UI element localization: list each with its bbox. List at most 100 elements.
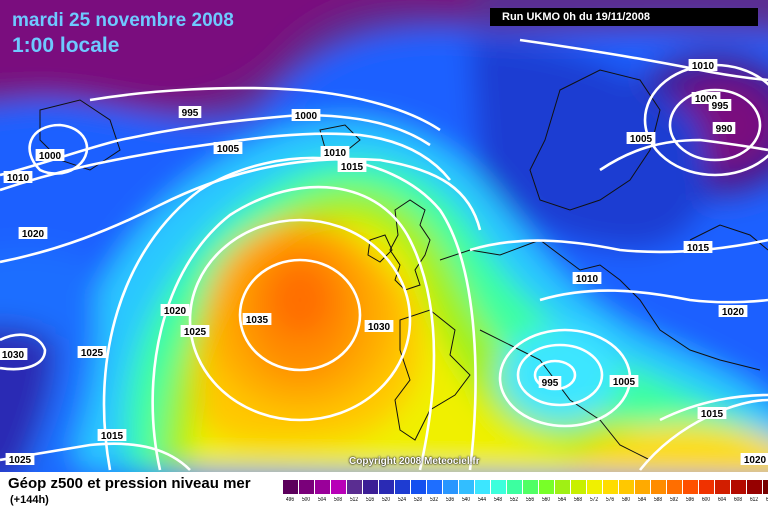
isobar-label: 1000: [291, 109, 321, 122]
legend-item: 520: [378, 480, 394, 510]
legend-swatch: [298, 480, 314, 494]
legend-item: 512: [346, 480, 362, 510]
legend-swatch: [554, 480, 570, 494]
isobar-label-text: 1005: [630, 134, 653, 145]
legend-swatch: [426, 480, 442, 494]
isobar-label: 1000: [35, 149, 65, 162]
legend-label: 580: [621, 497, 630, 503]
isobar-label: 1010: [572, 272, 602, 285]
legend-item: 508: [330, 480, 346, 510]
isobar-label-text: 1015: [687, 243, 710, 254]
legend-item: 572: [586, 480, 602, 510]
legend-label: 504: [317, 497, 326, 503]
color-scale-legend: 496 500 504 508 512 516 520 524 528 532 536 540 544 5…: [282, 480, 768, 510]
legend-label: 512: [349, 497, 358, 503]
legend-label: 532: [429, 497, 438, 503]
isobar-label: 1005: [213, 142, 243, 155]
isobar-label-bg: [320, 146, 350, 158]
isobar-label: 1010: [688, 59, 718, 72]
isobar-label: 995: [538, 376, 562, 389]
isobar-label-bg: [5, 453, 35, 465]
legend-item: 532: [426, 480, 442, 510]
isobar-label: 995: [708, 99, 732, 112]
legend-swatch: [618, 480, 634, 494]
isobar-label-text: 995: [182, 108, 199, 119]
isobar-label: 1020: [160, 304, 190, 317]
isobar-label-text: 1000: [695, 94, 718, 105]
legend-swatch: [714, 480, 730, 494]
legend-item: 496: [282, 480, 298, 510]
legend-label: 516: [365, 497, 374, 503]
legend-item: 568: [570, 480, 586, 510]
legend-label: 576: [605, 497, 614, 503]
isobar-label-bg: [242, 313, 272, 325]
legend-item: 580: [618, 480, 634, 510]
isobar-label: 1015: [697, 407, 727, 420]
isobar-label-text: 1020: [722, 307, 745, 318]
forecast-local-time: 1:00 locale: [12, 34, 120, 57]
isobar-label-text: 990: [716, 124, 733, 135]
legend-item: 552: [506, 480, 522, 510]
isobar-label-text: 995: [712, 101, 729, 112]
isobar-label-text: 1025: [81, 348, 104, 359]
legend-swatch: [458, 480, 474, 494]
isobar-label-bg: [18, 227, 48, 239]
legend-label: 496: [285, 497, 294, 503]
isobar-label-text: 1015: [341, 162, 364, 173]
isobar-label: 1020: [718, 305, 748, 318]
legend-label: 540: [461, 497, 470, 503]
isobar-label-text: 1010: [692, 61, 715, 72]
legend-swatch: [650, 480, 666, 494]
isobar-label-bg: [572, 272, 602, 284]
isobar-label: 995: [178, 106, 202, 119]
legend-item: 556: [522, 480, 538, 510]
isobar-label: 1025: [180, 325, 210, 338]
isobar-label-bg: [77, 346, 107, 358]
legend-swatch: [698, 480, 714, 494]
legend-label: 500: [301, 497, 310, 503]
legend-label: 584: [637, 497, 646, 503]
legend-label: 572: [589, 497, 598, 503]
legend-label: 616: [766, 497, 768, 503]
legend-label: 544: [477, 497, 486, 503]
legend-swatch: [362, 480, 378, 494]
isobar-label: 990: [712, 122, 736, 135]
isobar-label: 1010: [320, 146, 350, 159]
isobar-label: 1005: [626, 132, 656, 145]
legend-swatch: [394, 480, 410, 494]
isobar-label-text: 1000: [39, 151, 62, 162]
legend-swatch: [490, 480, 506, 494]
isobar-labels: 9951000100010051010101010151020102010251…: [0, 59, 768, 466]
legend-label: 596: [685, 497, 694, 503]
isobar-label-text: 1030: [368, 322, 391, 333]
isobar-label-bg: [178, 106, 202, 118]
copyright-notice: Copyright 2008 Meteociel.fr: [349, 456, 480, 467]
isobar-label: 1035: [242, 313, 272, 326]
isobar-label-bg: [97, 429, 127, 441]
legend-item: 500: [298, 480, 314, 510]
isobar-label-text: 1015: [101, 431, 124, 442]
legend-label: 536: [445, 497, 454, 503]
isobar-label-bg: [291, 109, 321, 121]
legend-swatch: [666, 480, 682, 494]
legend-label: 604: [717, 497, 726, 503]
isobar-label-text: 1010: [576, 274, 599, 285]
isobar-label: 1025: [5, 453, 35, 466]
legend-item: 548: [490, 480, 506, 510]
isobar-label-text: 1010: [7, 173, 30, 184]
legend-item: 504: [314, 480, 330, 510]
isobar-label-text: 995: [542, 378, 559, 389]
isobar-label: 1015: [97, 429, 127, 442]
forecast-date: mardi 25 novembre 2008: [12, 10, 234, 31]
isobar-label: 1015: [683, 241, 713, 254]
legend-item: 588: [650, 480, 666, 510]
isobar-label-text: 1020: [164, 306, 187, 317]
isobar-label: 1015: [337, 160, 367, 173]
legend-label: 508: [333, 497, 342, 503]
legend-swatch: [746, 480, 762, 494]
legend-label: 588: [653, 497, 662, 503]
legend-item: 544: [474, 480, 490, 510]
legend-label: 552: [509, 497, 518, 503]
isobar-label: 1020: [18, 227, 48, 240]
legend-swatch: [474, 480, 490, 494]
